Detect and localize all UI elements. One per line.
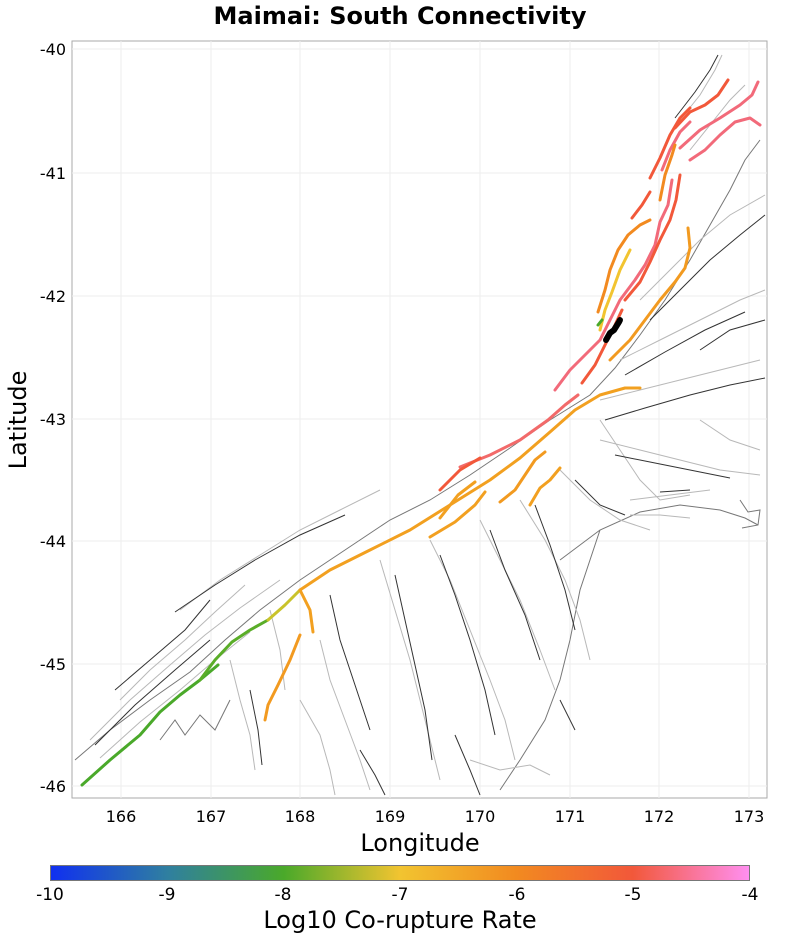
background-fault-traces — [94, 54, 766, 796]
y-tick-label: -42 — [40, 287, 66, 306]
x-tick-label: 173 — [734, 807, 765, 826]
y-tick-label: -43 — [40, 410, 66, 429]
map-title: Maimai: South Connectivity — [213, 2, 587, 30]
x-tick-label: 166 — [106, 807, 137, 826]
colorbar-tick-label: -7 — [391, 885, 409, 905]
colorbar-tick-label: -10 — [36, 885, 64, 905]
x-tick-label: 172 — [644, 807, 675, 826]
y-tick-label: -41 — [40, 164, 66, 183]
coastline — [74, 139, 761, 791]
y-axis-title: Latitude — [4, 371, 32, 470]
y-tick-label: -40 — [40, 40, 66, 59]
colorbar-tick-label: -9 — [158, 885, 176, 905]
y-tick-label: -44 — [40, 532, 66, 551]
y-tick-label: -46 — [40, 777, 66, 796]
colorbar-tick-label: -6 — [508, 885, 526, 905]
x-tick-label: 167 — [196, 807, 227, 826]
y-tick-label: -45 — [40, 655, 66, 674]
colorbar — [50, 865, 750, 881]
rupture-fault-traces — [80, 78, 762, 787]
grid-lines — [72, 41, 767, 798]
x-tick-label: 169 — [375, 807, 406, 826]
x-axis-title: Longitude — [360, 829, 479, 857]
background-fault-sections — [89, 54, 766, 796]
colorbar-tick-label: -5 — [624, 885, 642, 905]
colorbar-title: Log10 Co-rupture Rate — [263, 906, 537, 934]
source-fault-section[interactable] — [603, 317, 623, 343]
x-tick-label: 171 — [555, 807, 586, 826]
colorbar-tick-label: -8 — [274, 885, 292, 905]
x-tick-label: 168 — [285, 807, 316, 826]
x-tick-label: 170 — [465, 807, 496, 826]
colorbar-tick-label: -4 — [741, 885, 759, 905]
